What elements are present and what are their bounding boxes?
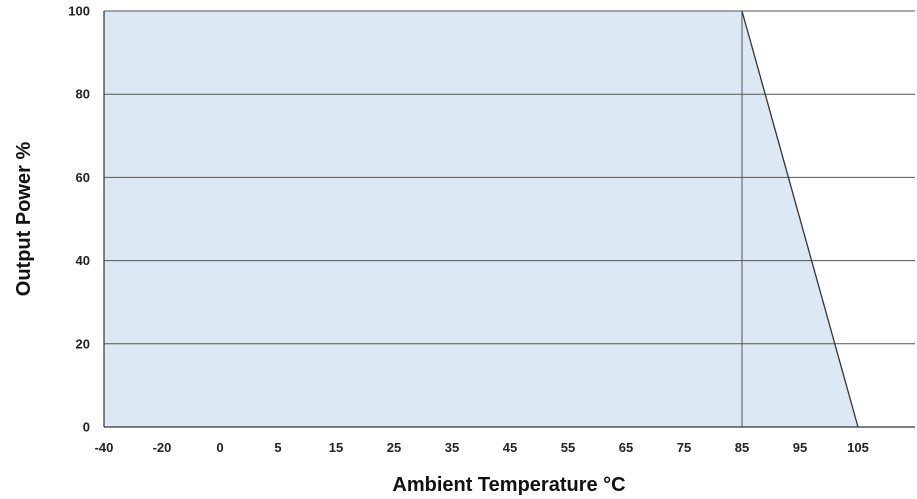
y-tick-label-20: 20 — [76, 336, 90, 351]
y-tick-labels: 0 20 40 60 80 100 — [68, 4, 90, 435]
x-tick-label-45: 45 — [503, 440, 517, 455]
x-tick-label-75: 75 — [677, 440, 691, 455]
x-tick-label-95: 95 — [793, 440, 807, 455]
y-axis-title: Output Power % — [13, 142, 35, 297]
x-tick-label-65: 65 — [619, 440, 633, 455]
y-tick-label-80: 80 — [76, 87, 90, 102]
x-tick-label-85: 85 — [735, 440, 749, 455]
x-tick-label-0: 0 — [216, 440, 223, 455]
x-tick-label-55: 55 — [561, 440, 575, 455]
x-axis-title: Ambient Temperature °C — [392, 474, 625, 496]
line-layer — [741, 10, 859, 428]
x-tick-label-25: 25 — [387, 440, 401, 455]
y-tick-label-40: 40 — [76, 253, 90, 268]
x-tick-labels: -40 -20 0 5 15 25 35 45 55 65 75 85 95 105 — [95, 440, 869, 455]
y-tick-label-0: 0 — [83, 420, 90, 435]
grid-layer — [104, 10, 915, 427]
x-tick-label-15: 15 — [329, 440, 343, 455]
derating-slope-line — [741, 10, 859, 428]
y-tick-label-60: 60 — [76, 170, 90, 185]
x-tick-label-5: 5 — [274, 440, 281, 455]
operating-area — [104, 11, 858, 427]
area-layer — [104, 11, 858, 427]
axis-layer — [103, 11, 915, 428]
x-tick-label--40: -40 — [95, 440, 114, 455]
y-tick-label-100: 100 — [68, 4, 90, 19]
x-tick-label-105: 105 — [847, 440, 869, 455]
x-tick-label-35: 35 — [445, 440, 459, 455]
x-tick-label--20: -20 — [153, 440, 172, 455]
